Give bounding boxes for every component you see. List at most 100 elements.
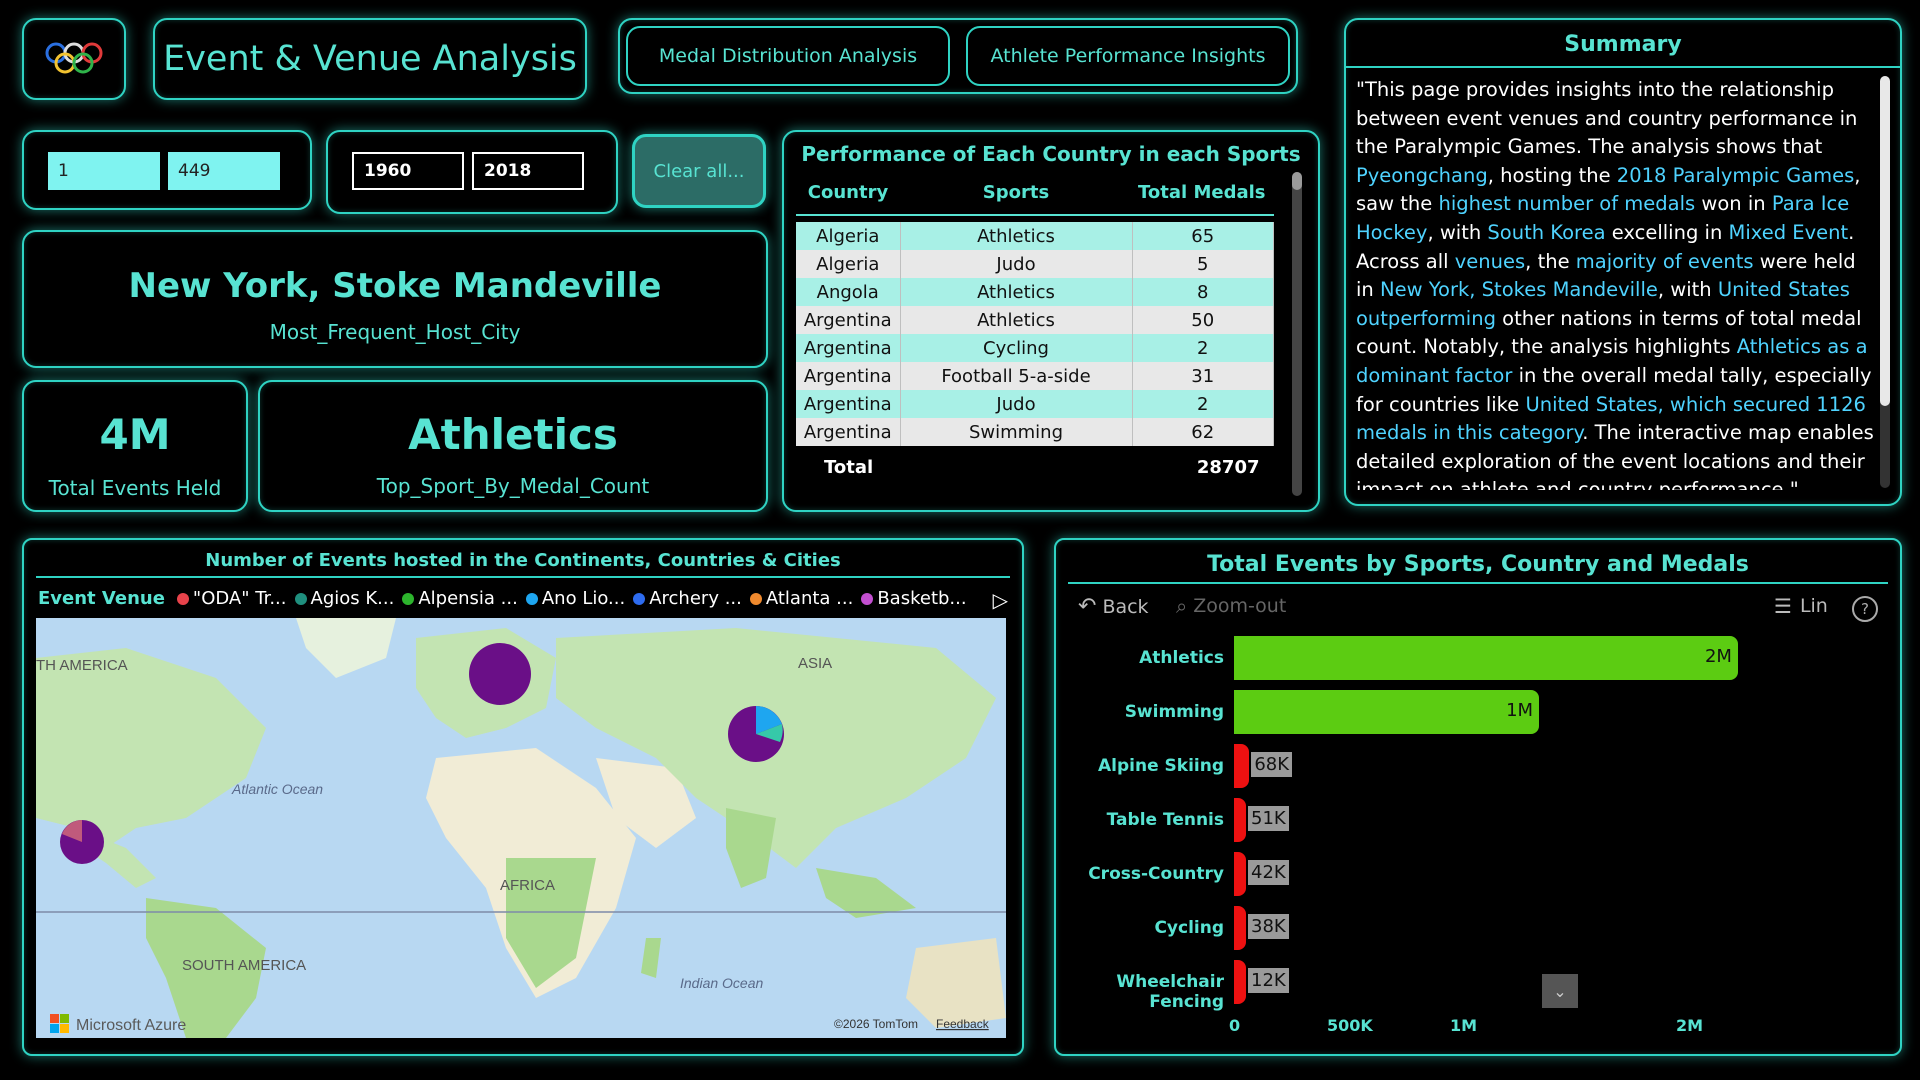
table-scrollbar[interactable]	[1292, 172, 1302, 496]
summary-segment: other nations in terms of total medal co…	[1356, 306, 1862, 359]
table-row[interactable]: Argentina Judo 2	[796, 390, 1274, 418]
scroll-down-button[interactable]: ⌄	[1542, 974, 1578, 1008]
table-scrollbar-thumb[interactable]	[1292, 172, 1302, 190]
cell-sport: Judo	[900, 390, 1133, 418]
cell-medals: 8	[1132, 278, 1274, 306]
legend-item[interactable]: Ano Lio...	[525, 588, 625, 609]
nav-medal-distribution-label: Medal Distribution Analysis	[658, 45, 918, 67]
table-header-row: Country Sports Total Medals	[796, 170, 1274, 216]
table-row[interactable]: Argentina Cycling 2	[796, 334, 1274, 362]
legend-dot-icon	[633, 592, 646, 605]
zoom-out-icon: ⌕	[1176, 594, 1188, 618]
world-map[interactable]: TH AMERICA ASIA Atlantic Ocean AFRICA SO…	[36, 618, 1006, 1038]
event-range-slicer: 1 449	[22, 130, 312, 210]
page-title-card: Event & Venue Analysis	[153, 18, 587, 100]
legend-label: "ODA" Tr...	[192, 588, 287, 609]
table-row[interactable]: Argentina Swimming 62	[796, 418, 1274, 446]
summary-segment: in the overall medal tally, especially f…	[1356, 363, 1872, 416]
map-feedback-link[interactable]: Feedback	[936, 1017, 990, 1031]
summary-highlight: 2018 Paralympic Games	[1616, 163, 1855, 187]
col-country-header[interactable]: Country	[796, 170, 900, 216]
legend-item[interactable]: "ODA" Tr...	[176, 588, 287, 609]
map-bubble-europe[interactable]	[469, 643, 531, 705]
olympic-logo-card	[22, 18, 126, 100]
cell-sport: Football 5-a-side	[900, 362, 1133, 390]
summary-segment: , with	[1657, 278, 1718, 302]
event-min-input[interactable]: 1	[48, 152, 160, 190]
legend-dot-icon	[294, 592, 307, 605]
summary-segment: were held in	[1356, 249, 1856, 302]
table-row[interactable]: Argentina Football 5-a-side 31	[796, 362, 1274, 390]
table-row[interactable]: Algeria Athletics 65	[796, 222, 1274, 250]
event-min-value: 1	[58, 161, 69, 181]
summary-scrollbar[interactable]	[1880, 76, 1890, 488]
summary-highlight: Pyeongchang	[1356, 163, 1488, 187]
year-max-input[interactable]: 2018	[472, 152, 584, 190]
summary-segment: , hosting the	[1487, 163, 1617, 187]
scale-toggle-button[interactable]: ☰ Lin	[1774, 594, 1828, 618]
list-icon: ☰	[1774, 594, 1792, 618]
cell-medals: 31	[1132, 362, 1274, 390]
cell-country: Argentina	[796, 418, 901, 446]
cell-medals: 62	[1132, 418, 1274, 446]
summary-segment: , saw the	[1356, 163, 1861, 216]
map-legend: Event Venue "ODA" Tr... Agios K... Alpensi…	[38, 588, 975, 609]
legend-item[interactable]: Archery ...	[633, 588, 742, 609]
summary-highlight: majority of events	[1575, 249, 1754, 273]
help-button[interactable]: ?	[1852, 596, 1878, 622]
map-brand: Microsoft Azure	[76, 1017, 186, 1034]
zoom-out-button[interactable]: ⌕ Zoom-out	[1176, 594, 1286, 618]
legend-item[interactable]: Atlanta ...	[749, 588, 854, 609]
total-label: Total	[796, 450, 900, 484]
legend-label: Atlanta ...	[765, 588, 854, 609]
summary-scrollbar-thumb[interactable]	[1880, 76, 1890, 406]
cell-sport: Swimming	[900, 418, 1133, 446]
olympic-rings-icon	[45, 42, 103, 74]
cell-country: Argentina	[796, 306, 901, 334]
microsoft-logo-icon	[50, 1014, 69, 1033]
legend-item[interactable]: Basketb...	[861, 588, 967, 609]
legend-dot-icon	[749, 592, 762, 605]
table-title: Performance of Each Country in each Spor…	[801, 142, 1301, 166]
cell-medals: 2	[1132, 334, 1274, 362]
map-label-asia: ASIA	[798, 655, 832, 672]
year-min-input[interactable]: 1960	[352, 152, 464, 190]
scale-label: Lin	[1799, 595, 1828, 617]
map-label-north-america: TH AMERICA	[36, 657, 128, 674]
event-max-input[interactable]: 449	[168, 152, 280, 190]
legend-next-arrow-icon[interactable]: ▷	[992, 588, 1008, 612]
legend-item[interactable]: Agios K...	[294, 588, 394, 609]
col-sports-header[interactable]: Sports	[900, 170, 1132, 216]
legend-item[interactable]: Alpensia ...	[402, 588, 518, 609]
table-row[interactable]: Argentina Athletics 50	[796, 306, 1274, 334]
col-medals-header[interactable]: Total Medals	[1132, 170, 1274, 216]
table-row[interactable]: Angola Athletics 8	[796, 278, 1274, 306]
nav-athlete-performance-button[interactable]: Athlete Performance Insights	[966, 26, 1290, 86]
cell-country: Algeria	[796, 250, 901, 278]
summary-highlight: Athletics as a dominant factor	[1356, 335, 1868, 387]
cell-sport: Athletics	[900, 278, 1133, 306]
bar-chart-panel: Total Events by Sports, Country and Meda…	[1054, 538, 1902, 1056]
back-label: Back	[1102, 595, 1149, 618]
bar-chart-title: Total Events by Sports, Country and Meda…	[1207, 552, 1749, 577]
cell-country: Argentina	[796, 362, 901, 390]
map-bubble-asia[interactable]	[728, 706, 784, 762]
host-city-value: New York, Stoke Mandeville	[128, 266, 662, 306]
cell-country: Argentina	[796, 390, 901, 418]
cell-country: Angola	[796, 278, 901, 306]
drill-back-button[interactable]: ↶ Back	[1078, 594, 1149, 619]
nav-medal-distribution-button[interactable]: Medal Distribution Analysis	[626, 26, 950, 86]
summary-highlight: highest number of medals	[1438, 192, 1696, 216]
table-row[interactable]: Algeria Judo 5	[796, 250, 1274, 278]
summary-segment: , the	[1525, 249, 1576, 273]
legend-label: Archery ...	[649, 588, 742, 609]
country-sports-table: Country Sports Total Medals Algeria Athle…	[796, 170, 1274, 496]
map-bubble-north-america[interactable]	[60, 820, 104, 864]
legend-dot-icon	[525, 592, 538, 605]
host-city-label: Most_Frequent_Host_City	[269, 320, 521, 344]
cell-country: Algeria	[796, 222, 901, 250]
year-max-value: 2018	[484, 161, 532, 181]
summary-highlight: Para Ice Hockey	[1356, 192, 1850, 244]
map-label-south-america: SOUTH AMERICA	[182, 957, 306, 974]
clear-all-button[interactable]: Clear all...	[632, 134, 766, 208]
